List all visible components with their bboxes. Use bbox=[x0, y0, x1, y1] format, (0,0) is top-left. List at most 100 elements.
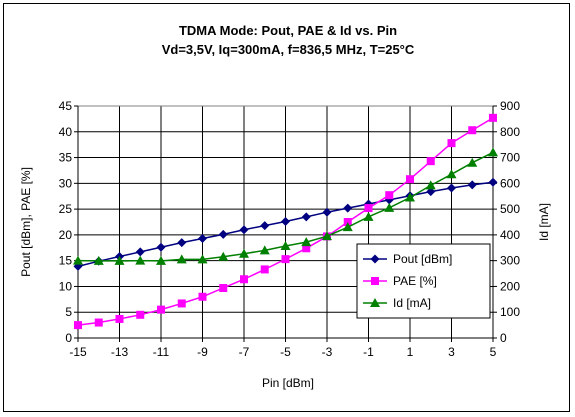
x-tick-label: 1 bbox=[407, 345, 414, 359]
y2-tick-label: 100 bbox=[500, 305, 520, 319]
chart-title: TDMA Mode: Pout, PAE & Id vs. Pin bbox=[179, 23, 397, 38]
y2-tick-label: 900 bbox=[500, 99, 520, 113]
data-point bbox=[218, 229, 228, 239]
y2-tick-label: 300 bbox=[500, 254, 520, 268]
data-point bbox=[219, 283, 228, 292]
data-point bbox=[488, 147, 498, 157]
data-point bbox=[447, 139, 456, 148]
data-point bbox=[239, 248, 249, 258]
y-tick-label: 5 bbox=[65, 305, 72, 319]
data-point bbox=[74, 321, 82, 330]
data-point bbox=[197, 254, 208, 264]
y-tick-label: 30 bbox=[59, 176, 73, 190]
data-point bbox=[384, 202, 395, 212]
x-tick-label: -7 bbox=[239, 345, 250, 359]
y-axis-title: Pout [dBm], PAE [%] bbox=[19, 167, 33, 277]
data-point bbox=[363, 211, 374, 221]
data-point bbox=[260, 265, 269, 274]
y2-tick-label: 0 bbox=[500, 331, 507, 345]
data-point bbox=[93, 255, 104, 265]
x-tick-label: -1 bbox=[363, 345, 374, 359]
data-point bbox=[156, 242, 166, 252]
axes: -15 -13 -11 -9 -7 -5 -3 -1 1 3 5051015202530354045… bbox=[59, 99, 521, 359]
legend-marker bbox=[371, 277, 379, 285]
y2-axis-title: Id [mA] bbox=[537, 203, 551, 241]
data-point bbox=[302, 244, 311, 253]
data-point bbox=[342, 222, 353, 232]
data-point bbox=[385, 191, 394, 200]
data-point bbox=[343, 203, 353, 213]
legend-label: Id [mA] bbox=[393, 296, 431, 310]
series-0 bbox=[73, 177, 498, 271]
y2-tick-label: 200 bbox=[500, 279, 520, 293]
data-point bbox=[198, 292, 207, 301]
data-point bbox=[467, 157, 478, 167]
chart-subtitle: Vd=3,5V, Iq=300mA, f=836,5 MHz, T=25°C bbox=[162, 42, 415, 57]
data-point bbox=[135, 247, 145, 257]
data-point bbox=[405, 192, 415, 202]
data-point bbox=[322, 231, 332, 241]
data-point bbox=[94, 318, 103, 327]
y-tick-label: 15 bbox=[59, 254, 73, 268]
data-point bbox=[259, 245, 270, 255]
data-point bbox=[156, 255, 166, 265]
data-point bbox=[176, 254, 187, 264]
data-point bbox=[322, 207, 332, 217]
data-point bbox=[115, 314, 124, 323]
x-tick-label: 3 bbox=[448, 345, 455, 359]
data-point bbox=[73, 255, 83, 265]
data-point bbox=[240, 275, 248, 284]
x-tick-label: -9 bbox=[197, 345, 208, 359]
legend-label: PAE [%] bbox=[393, 274, 437, 288]
x-tick-label: -5 bbox=[280, 345, 291, 359]
data-point bbox=[447, 183, 456, 193]
legend: Pout [dBm] PAE [%] Id [mA] bbox=[356, 243, 491, 319]
data-point bbox=[281, 255, 290, 264]
legend-marker bbox=[370, 298, 380, 307]
y-tick-label: 25 bbox=[59, 202, 73, 216]
data-point bbox=[489, 113, 497, 122]
data-point bbox=[364, 204, 373, 213]
y2-tick-label: 600 bbox=[500, 176, 520, 190]
data-point bbox=[135, 255, 146, 265]
data-point bbox=[301, 212, 311, 222]
data-point bbox=[198, 233, 207, 243]
data-point bbox=[281, 216, 290, 226]
data-point bbox=[260, 221, 270, 231]
data-point bbox=[488, 177, 498, 187]
data-point bbox=[280, 240, 291, 250]
data-point bbox=[114, 255, 125, 265]
y2-tick-label: 700 bbox=[500, 151, 520, 165]
data-point bbox=[301, 237, 312, 247]
y2-tick-label: 400 bbox=[500, 228, 520, 242]
x-axis-title: Pin [dBm] bbox=[262, 376, 314, 390]
y-tick-label: 20 bbox=[59, 228, 73, 242]
legend-item-2: Id [mA] bbox=[363, 296, 431, 310]
data-point bbox=[157, 305, 165, 314]
data-point bbox=[136, 310, 145, 319]
legend-item-0: Pout [dBm] bbox=[363, 252, 452, 266]
y2-tick-label: 800 bbox=[500, 125, 520, 139]
series-layer bbox=[73, 113, 498, 330]
data-point bbox=[177, 238, 187, 248]
y2-tick-label: 500 bbox=[500, 202, 520, 216]
legend-marker bbox=[370, 254, 380, 264]
y-tick-label: 35 bbox=[59, 151, 73, 165]
data-point bbox=[239, 225, 249, 235]
y-tick-label: 10 bbox=[59, 279, 73, 293]
data-point bbox=[467, 180, 477, 190]
y-tick-label: 40 bbox=[59, 125, 73, 139]
x-tick-label: -11 bbox=[153, 345, 170, 359]
x-tick-label: -15 bbox=[69, 345, 87, 359]
series-1 bbox=[74, 113, 497, 330]
data-point bbox=[425, 180, 436, 190]
data-point bbox=[343, 218, 352, 226]
data-point bbox=[406, 175, 414, 184]
x-tick-label: -3 bbox=[322, 345, 333, 359]
x-tick-label: 5 bbox=[490, 345, 497, 359]
data-point bbox=[446, 169, 457, 179]
data-point bbox=[468, 126, 477, 135]
legend-item-1: PAE [%] bbox=[363, 274, 437, 288]
y-tick-label: 0 bbox=[65, 331, 72, 345]
